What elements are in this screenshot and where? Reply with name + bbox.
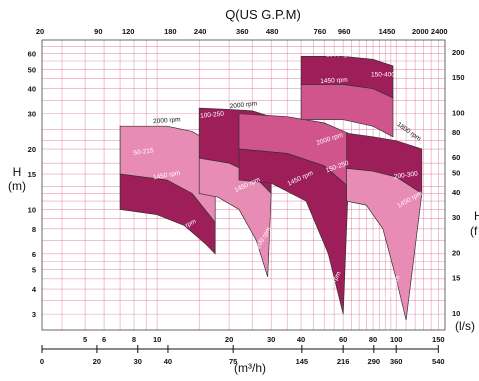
left-tick-label: 50 [28, 65, 36, 74]
left-tick-label: 10 [28, 205, 36, 214]
right-tick-label: 80 [452, 128, 460, 137]
left-tick-label: 15 [28, 170, 36, 179]
right-tick-label: 10 [452, 309, 460, 318]
left-tick-label: 5 [32, 266, 36, 275]
bottom-ls-tick-label: 6 [102, 335, 106, 344]
left-tick-label: 60 [28, 49, 36, 58]
bottom-ls-tick-label: 5 [83, 335, 87, 344]
zone-label-p1_model: 50-215 [133, 147, 154, 157]
left-tick-label: 4 [32, 285, 37, 294]
zone-200-300 [346, 168, 423, 321]
left-axis-label-unit: (m) [8, 179, 26, 193]
right-tick-label: 100 [452, 108, 465, 117]
zone-50-215 [119, 173, 216, 255]
right-axis-label-unit: (f [470, 224, 478, 238]
top-tick-label: 1450 [379, 27, 396, 36]
left-tick-label: 8 [32, 225, 36, 234]
right-tick-label: 50 [452, 169, 460, 178]
pump-zones [119, 56, 423, 321]
bottom-axis-label-ls: (l/s) [455, 319, 475, 333]
zone-150-400 [300, 84, 394, 138]
bottom-axis-label-m3h: (m³/h) [234, 361, 266, 375]
top-tick-label: 960 [338, 27, 351, 36]
bottom-m3h-tick-label: 216 [337, 357, 350, 366]
top-tick-label: 20 [36, 27, 44, 36]
top-tick-label: 2000 [412, 27, 429, 36]
left-tick-label: 3 [32, 310, 36, 319]
zone-label-p4_model: 150-400 [371, 72, 395, 79]
right-tick-label: 20 [452, 248, 460, 257]
top-tick-label: 480 [266, 27, 279, 36]
top-tick-label: 760 [314, 27, 327, 36]
bottom-ls-tick-label: 80 [369, 335, 377, 344]
right-tick-label: 60 [452, 153, 460, 162]
left-tick-label: 6 [32, 250, 36, 259]
zone-label-p1_top: 2000 rpm [153, 116, 181, 125]
right-tick-label: 200 [452, 48, 465, 57]
left-tick-label: 40 [28, 85, 36, 94]
plot-frame [41, 39, 446, 331]
left-axis-label-h: H [13, 165, 22, 179]
chart-title: Q(US G.P.M) [225, 7, 301, 22]
right-tick-label: 150 [452, 73, 465, 82]
top-tick-label: 240 [194, 27, 207, 36]
bottom-m3h-tick-label: 360 [390, 357, 403, 366]
top-tick-label: 180 [164, 27, 177, 36]
zone-label-p2_top: 2000 rpm [229, 100, 257, 110]
bottom-ls-tick-label: 60 [339, 335, 347, 344]
zone-label-p5_top: 1800 rpm [396, 121, 423, 142]
bottom-ls-tick-label: 30 [267, 335, 275, 344]
bottom-m3h-tick-label: 145 [296, 357, 309, 366]
right-tick-label: 15 [452, 273, 460, 282]
top-tick-label: 360 [236, 27, 249, 36]
bottom-ls-tick-label: 20 [225, 335, 233, 344]
bottom-ls-tick-label: 10 [153, 335, 161, 344]
zone-label-p4_top: 1800 rpm [326, 51, 353, 58]
right-tick-label: 30 [452, 213, 460, 222]
zone-label-p5_model: 200-300 [394, 170, 419, 180]
bottom-ls-tick-label: 100 [390, 335, 403, 344]
zone-label-p1_mid: 1450 rpm [153, 170, 181, 182]
bottom-m3h-tick-label: 75 [229, 357, 237, 366]
bottom-m3h-tick-label: 30 [134, 357, 142, 366]
bottom-m3h-tick-label: 40 [164, 357, 172, 366]
zone-label-p4_mid: 1450 rpm [320, 77, 348, 85]
top-tick-label: 90 [94, 27, 102, 36]
zone-150-250 [238, 148, 349, 315]
bottom-ls-tick-label: 8 [132, 335, 136, 344]
bottom-m3h-tick-label: 20 [93, 357, 101, 366]
bottom-ls-tick-label: 150 [432, 335, 445, 344]
zone-label-p2_model: 100-250 [200, 110, 225, 119]
bottom-m3h-tick-label: 540 [432, 357, 445, 366]
left-tick-label: 30 [28, 110, 36, 119]
left-tick-label: 20 [28, 145, 36, 154]
right-tick-label: 40 [452, 188, 460, 197]
top-tick-label: 2400 [431, 27, 448, 36]
bottom-ls-tick-label: 40 [297, 335, 305, 344]
bottom-m3h-tick-label: 290 [368, 357, 381, 366]
bottom-m3h-tick-label: 0 [40, 357, 44, 366]
top-tick-label: 120 [122, 27, 135, 36]
right-axis-label-h: H [474, 209, 479, 223]
axis-ticks: 3456810152030405060101520304050608010015… [28, 27, 465, 366]
